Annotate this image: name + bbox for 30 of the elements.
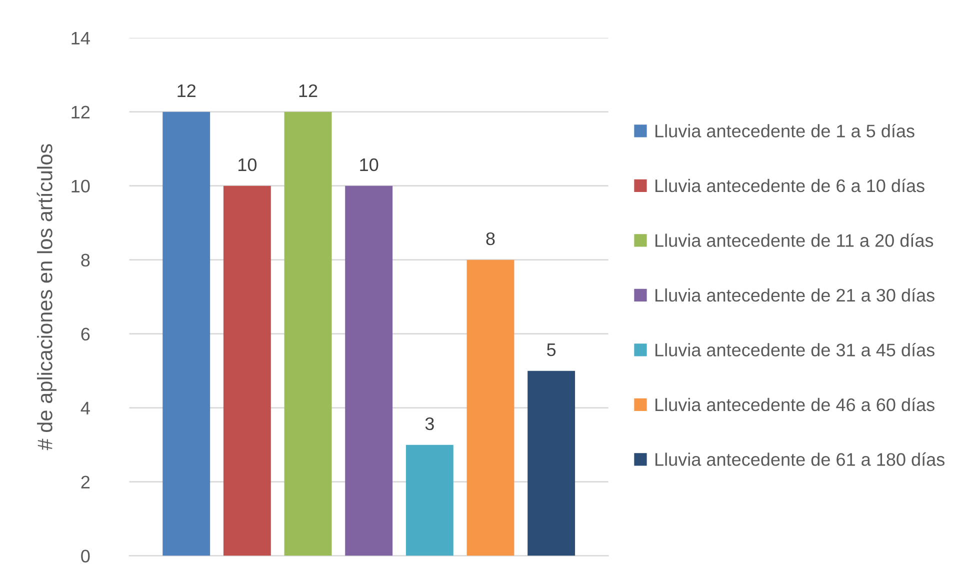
y-axis-title: # de aplicaciones en los artículos	[36, 144, 56, 450]
bar	[345, 186, 393, 556]
data-label: 5	[547, 344, 556, 356]
legend-label: Lluvia antecedente de 61 a 180 días	[656, 452, 944, 466]
data-label: 12	[178, 84, 196, 97]
bar	[284, 112, 332, 556]
bar	[406, 444, 454, 556]
legend-label: Lluvia antecedente de 21 a 30 días	[656, 288, 934, 302]
y-tick-label: 12	[72, 106, 90, 118]
y-tick-label: 4	[80, 402, 90, 414]
data-label: 10	[238, 158, 257, 172]
y-tick-label: 14	[72, 32, 90, 44]
y-tick-label: 10	[72, 180, 90, 193]
legend-label: Lluvia antecedente de 46 a 60 días	[656, 398, 934, 412]
legend-label: Lluvia antecedente de 11 a 20 días	[656, 233, 934, 247]
bar	[162, 112, 210, 556]
legend-label: Lluvia antecedente de 6 a 10 días	[656, 178, 924, 192]
data-label: 10	[360, 158, 378, 172]
legend-label: Lluvia antecedente de 31 a 45 días	[656, 342, 934, 356]
data-label: 3	[425, 417, 434, 430]
y-tick-label: 6	[81, 328, 90, 341]
y-tick-label: 0	[81, 550, 90, 563]
legend-label: Lluvia antecedente de 1 a 5 días	[656, 124, 914, 138]
y-tick-label: 2	[81, 476, 90, 488]
data-label: 12	[299, 84, 318, 97]
bar	[223, 186, 271, 556]
bar	[466, 260, 514, 556]
y-tick-label: 8	[81, 254, 90, 267]
bar	[528, 370, 576, 556]
data-label: 8	[486, 232, 495, 246]
